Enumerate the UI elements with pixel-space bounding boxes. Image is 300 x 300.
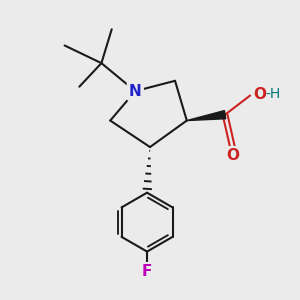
Polygon shape xyxy=(187,111,226,121)
Text: F: F xyxy=(142,264,152,279)
Text: O: O xyxy=(254,87,267,102)
Text: O: O xyxy=(226,148,239,163)
Text: -H: -H xyxy=(266,87,281,101)
Text: N: N xyxy=(129,84,142,99)
